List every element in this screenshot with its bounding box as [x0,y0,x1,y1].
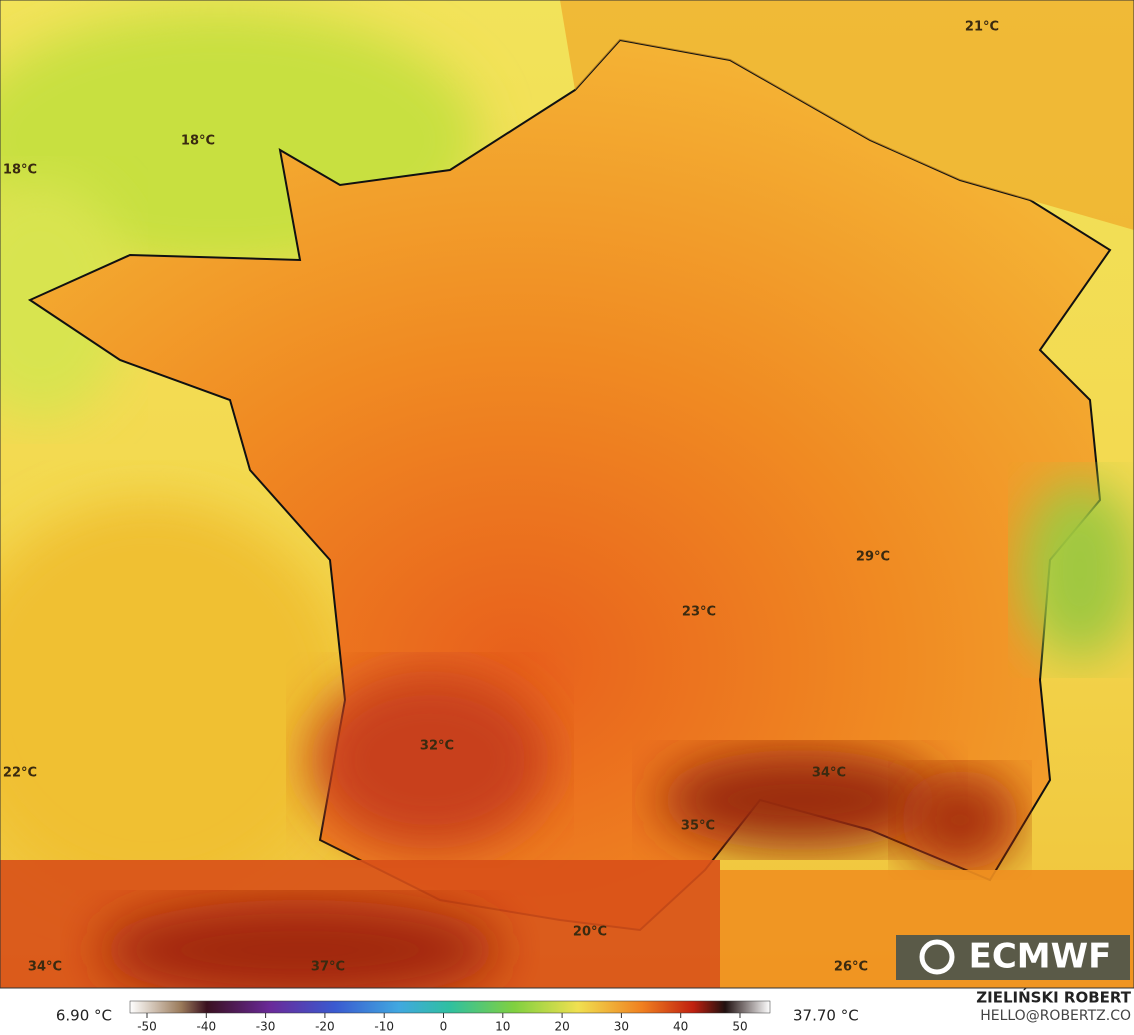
colorbar-tick-label: -40 [196,1020,216,1034]
colorbar-max: 37.70 °C [793,1007,859,1025]
temperature-label: 37°C [311,960,345,975]
credit-contact: HELLO@ROBERTZ.CO [980,1008,1131,1024]
temperature-label: 18°C [181,134,215,149]
temperature-label: 32°C [420,739,454,754]
colorbar-tick-label: -20 [315,1020,335,1034]
logo-icon [919,939,955,975]
temperature-label: 22°C [3,766,37,781]
colorbar-tick-label: 20 [554,1020,569,1034]
colorbar-tick-label: 50 [732,1020,747,1034]
colorbar-tick-label: 40 [673,1020,688,1034]
colorbar [129,1000,771,1014]
map-field [0,0,1134,988]
logo: ECMWF [969,937,1112,977]
colorbar-tick-label: -10 [374,1020,394,1034]
temperature-label: 21°C [965,20,999,35]
temperature-label: 20°C [573,925,607,940]
temperature-label: 34°C [812,766,846,781]
credit-author: ZIELIŃSKI ROBERT [976,988,1131,1007]
temperature-label: 23°C [682,605,716,620]
temperature-label: 34°C [28,960,62,975]
colorbar-tick-label: 30 [614,1020,629,1034]
temperature-label: 35°C [681,819,715,834]
temperature-label: 26°C [834,960,868,975]
colorbar-tick-label: 0 [440,1020,448,1034]
colorbar-tick-label: -50 [137,1020,157,1034]
temperature-label: 29°C [856,550,890,565]
colorbar-tick-label: 10 [495,1020,510,1034]
colorbar-tick-label: -30 [256,1020,276,1034]
temperature-label: 18°C [3,163,37,178]
colorbar-min: 6.90 °C [56,1007,112,1025]
